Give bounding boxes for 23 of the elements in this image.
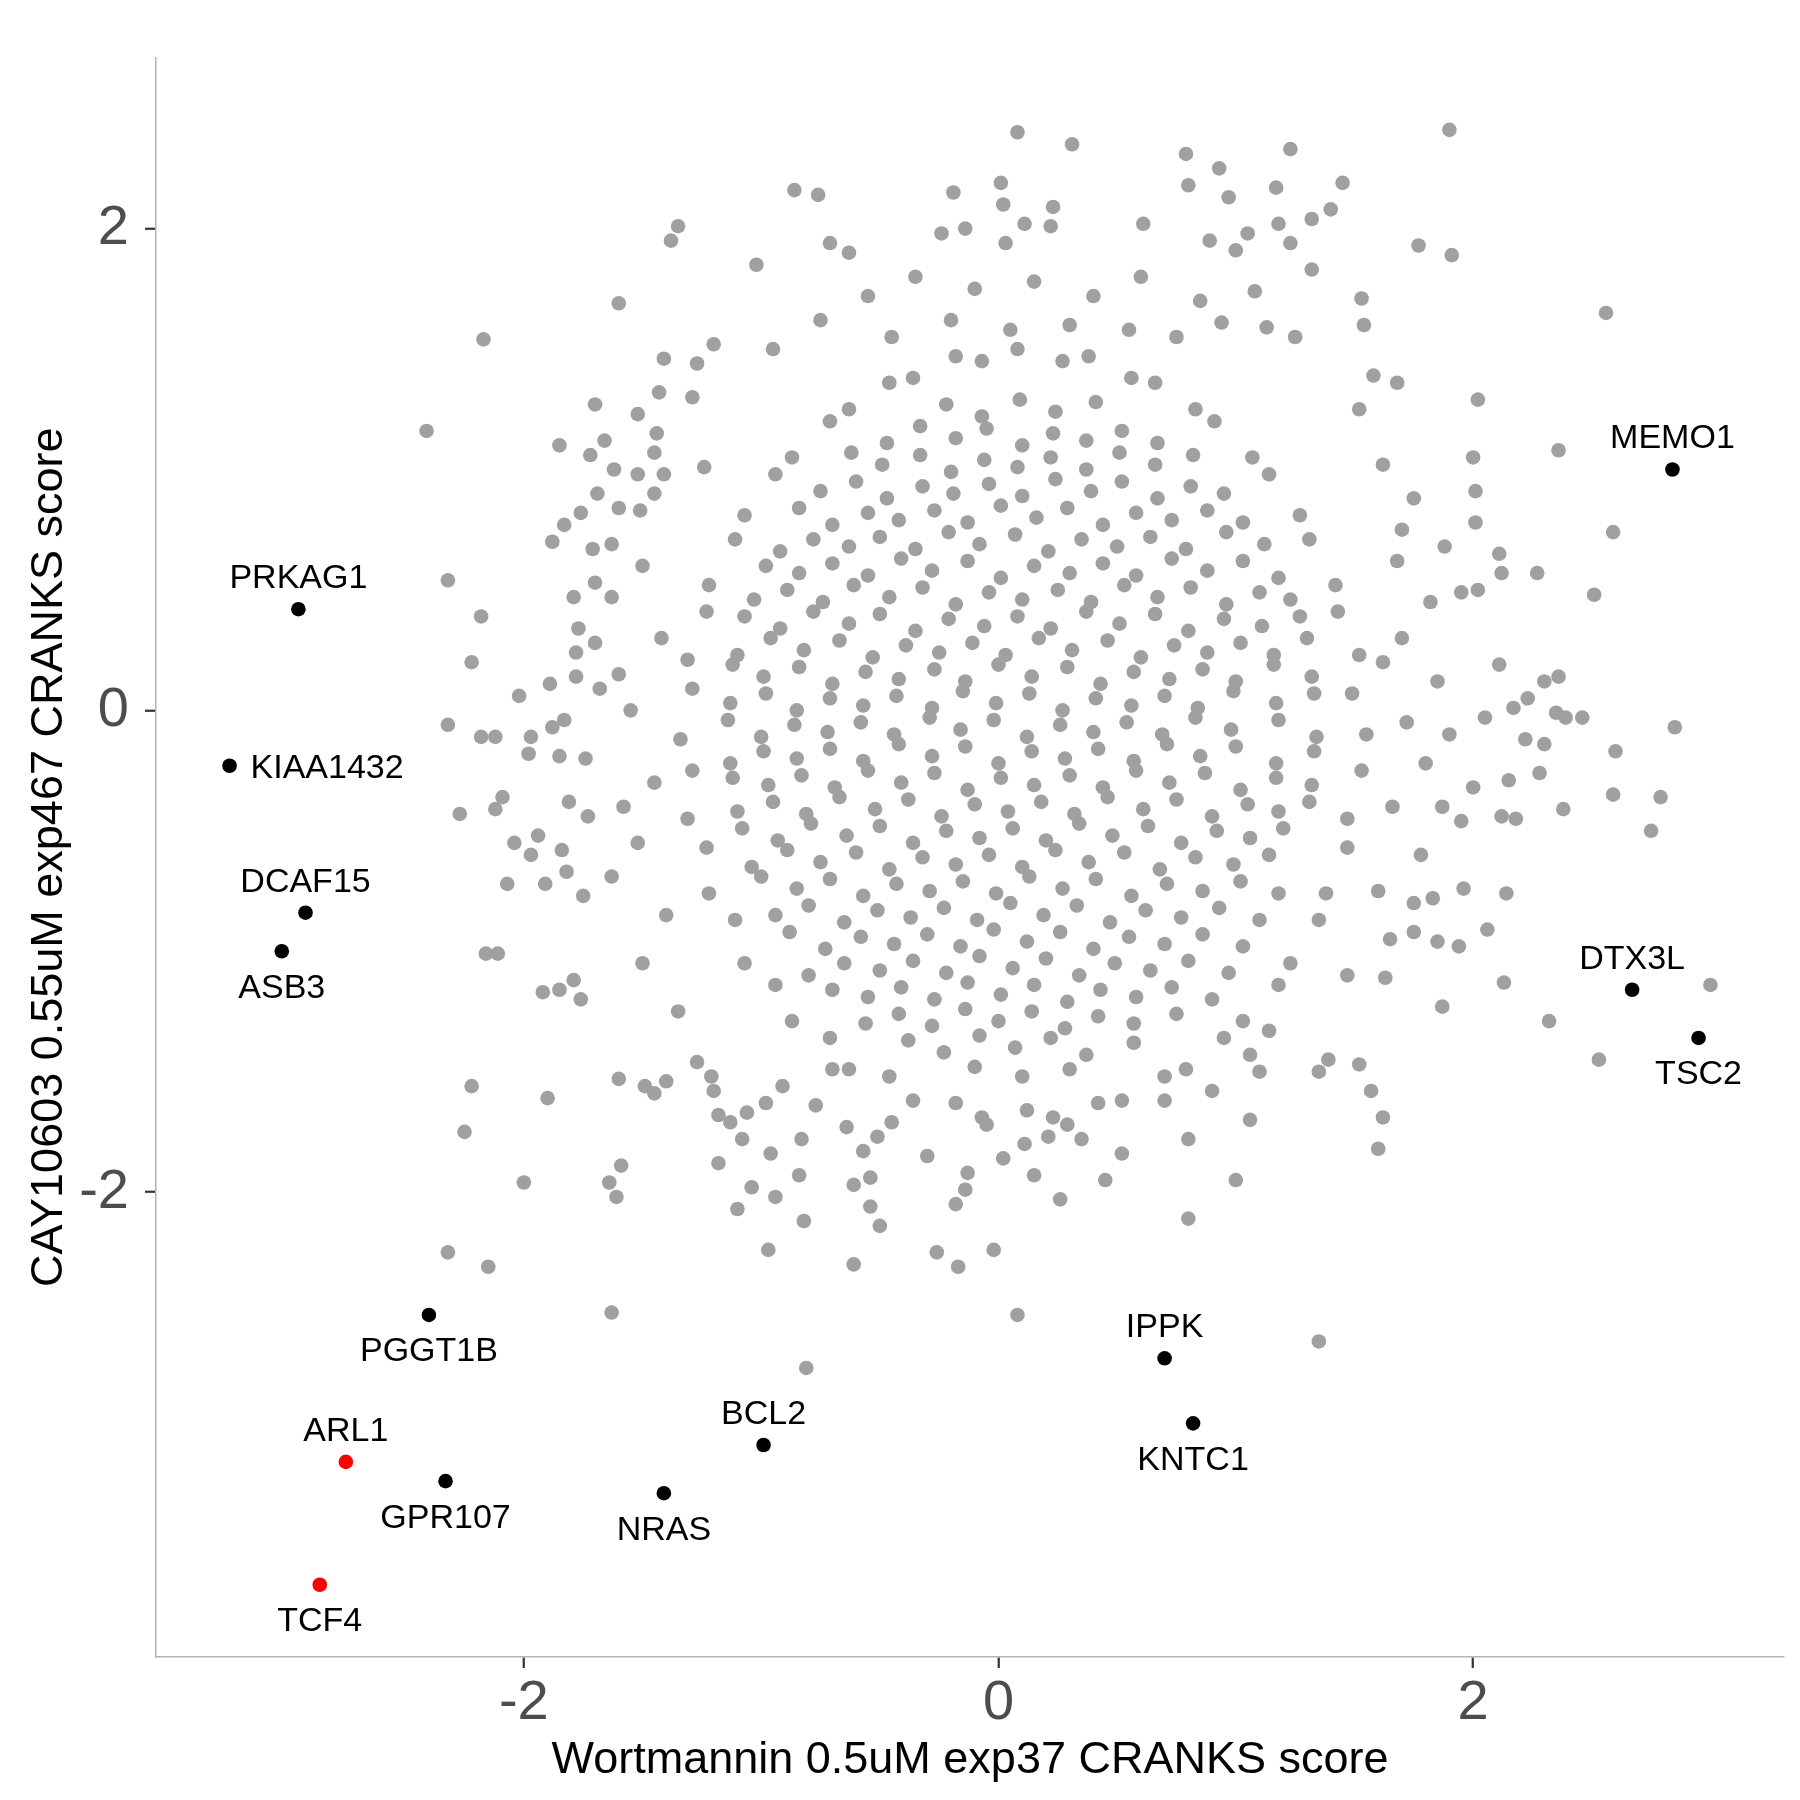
x-axis-title: Wortmannin 0.5uM exp37 CRANKS score [551, 1732, 1389, 1784]
annotation: KIAA1432 [250, 746, 404, 785]
annotation: GPR107 [380, 1496, 511, 1535]
x-tick-label: 2 [1457, 1668, 1489, 1732]
x-tick-label: -2 [498, 1668, 549, 1732]
annotation: ARL1 [303, 1409, 389, 1448]
annotation: TSC2 [1655, 1053, 1743, 1092]
annotation: PRKAG1 [229, 557, 368, 596]
y-tick-label: 2 [97, 193, 129, 257]
annotation: PGGT1B [359, 1330, 498, 1369]
annotation: TCF4 [277, 1600, 363, 1639]
annotation: NRAS [616, 1508, 712, 1547]
annotation: IPPK [1125, 1306, 1204, 1345]
y-axis-title: CAY10603 0.55uM exp467 CRANKS score [21, 427, 73, 1288]
y-tick-label: -2 [79, 1156, 129, 1220]
annotation: ASB3 [238, 966, 326, 1005]
annotation: KNTC1 [1137, 1438, 1249, 1477]
y-tick-label: 0 [97, 674, 129, 738]
x-tick-label: 0 [982, 1668, 1015, 1732]
annotation: BCL2 [721, 1393, 807, 1432]
annotation: DCAF15 [240, 860, 371, 899]
annotation: MEMO1 [1610, 417, 1735, 456]
annotation: DTX3L [1579, 937, 1686, 976]
